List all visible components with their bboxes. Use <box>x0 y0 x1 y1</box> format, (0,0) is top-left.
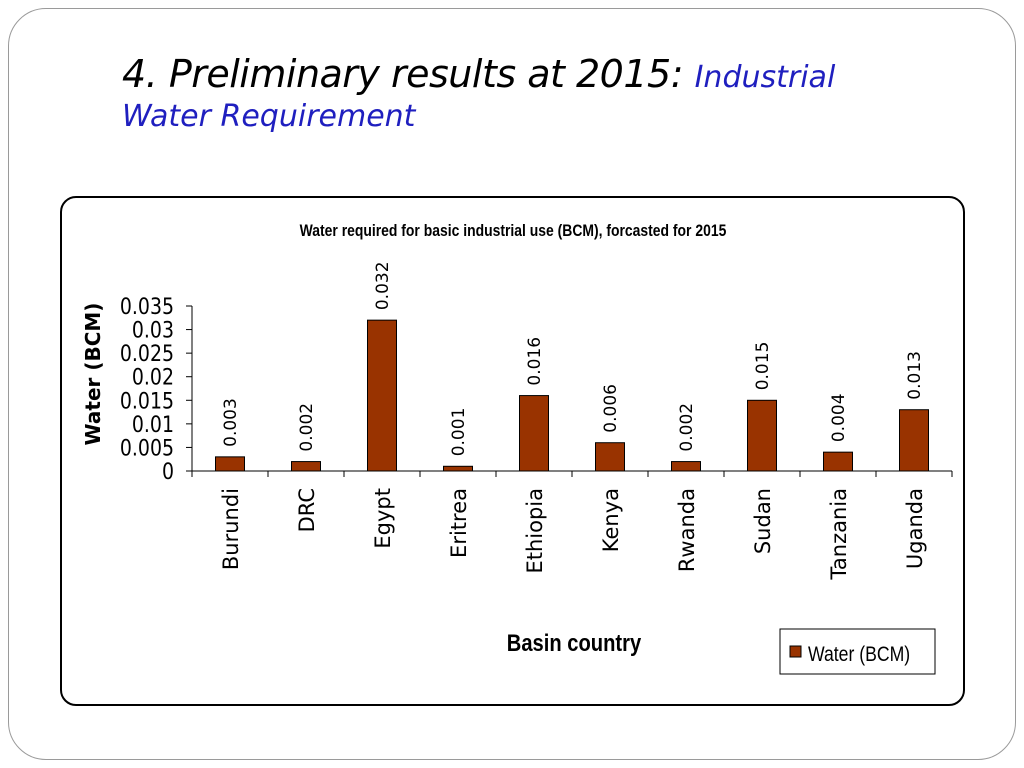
y-tick-label: 0.035 <box>120 294 174 320</box>
x-tick-label: Eritrea <box>447 488 471 558</box>
data-label: 0.013 <box>905 351 925 400</box>
y-tick-label: 0.005 <box>120 435 174 461</box>
y-tick-label: 0.03 <box>132 317 174 343</box>
x-tick-label: Sudan <box>751 488 775 554</box>
slide-title-main: 4. Preliminary results at 2015: <box>122 52 695 96</box>
bar-uganda <box>899 409 929 472</box>
bar-burundi <box>215 456 245 472</box>
data-label: 0.032 <box>373 261 393 310</box>
data-label: 0.015 <box>753 342 773 391</box>
y-axis-label: Water (BCM) <box>81 303 105 446</box>
x-tick-label: Ethiopia <box>523 488 547 574</box>
chart-container: Water required for basic industrial use … <box>60 196 965 706</box>
bar-ethiopia <box>519 395 549 472</box>
legend-box <box>779 628 936 675</box>
data-label: 0.002 <box>677 403 697 452</box>
y-tick-label: 0.025 <box>120 341 174 367</box>
bar-eritrea <box>443 465 473 472</box>
bar-drc <box>291 461 321 472</box>
bar-chart: Water required for basic industrial use … <box>81 222 953 675</box>
x-tick-label: Uganda <box>903 488 927 569</box>
x-tick-label: Tanzania <box>827 488 851 580</box>
x-axis-label: Basin country <box>507 629 642 656</box>
data-label: 0.016 <box>525 337 545 386</box>
y-tick-label: 0.02 <box>132 364 174 390</box>
x-tick-label: Rwanda <box>675 488 699 572</box>
x-tick-label: Egypt <box>371 488 395 549</box>
y-tick-label: 0.015 <box>120 388 174 414</box>
data-label: 0.002 <box>297 403 317 452</box>
bar-rwanda <box>671 461 701 472</box>
legend-swatch <box>789 645 802 658</box>
slide-title-subtitle-line2: Water Requirement <box>122 98 416 134</box>
x-tick-label: Burundi <box>219 488 243 570</box>
bar-sudan <box>747 399 777 472</box>
data-label: 0.004 <box>829 393 849 442</box>
data-label: 0.001 <box>449 408 469 457</box>
bar-tanzania <box>823 451 853 472</box>
x-tick-label: DRC <box>295 488 319 532</box>
legend-label: Water (BCM) <box>808 643 910 667</box>
slide-title-subtitle-line1: Industrial <box>694 60 836 95</box>
x-tick-label: Kenya <box>599 488 623 552</box>
data-label: 0.003 <box>221 398 241 447</box>
slide-title: 4. Preliminary results at 2015: Industri… <box>122 53 1002 133</box>
bar-kenya <box>595 442 625 472</box>
chart-title: Water required for basic industrial use … <box>300 222 727 241</box>
y-tick-label: 0 <box>162 459 174 485</box>
bar-egypt <box>367 319 397 472</box>
y-tick-label: 0.01 <box>132 411 174 437</box>
data-label: 0.006 <box>601 384 621 433</box>
